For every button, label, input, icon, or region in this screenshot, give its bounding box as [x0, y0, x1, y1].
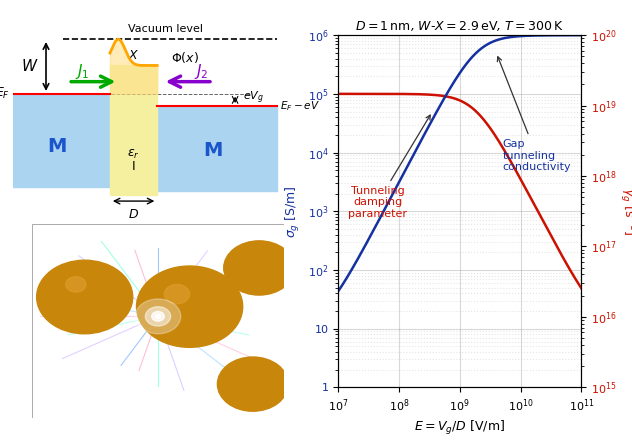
Circle shape — [66, 277, 86, 292]
Text: Gap
tunneling
conductivity: Gap tunneling conductivity — [497, 57, 571, 172]
Text: $E_F - eV$: $E_F - eV$ — [279, 99, 319, 113]
Circle shape — [164, 284, 190, 304]
Bar — [157, 106, 277, 191]
Circle shape — [145, 307, 171, 326]
Circle shape — [155, 315, 161, 318]
Text: Tunneling
damping
parameter: Tunneling damping parameter — [348, 115, 430, 219]
Text: $J_1$: $J_1$ — [75, 62, 90, 81]
Text: I: I — [132, 160, 135, 173]
Bar — [13, 94, 110, 187]
Text: $X$: $X$ — [128, 49, 139, 62]
Y-axis label: $\sigma_g$ [S/m]: $\sigma_g$ [S/m] — [284, 185, 302, 238]
Text: $E_F$: $E_F$ — [0, 86, 10, 101]
Text: $J_2$: $J_2$ — [195, 62, 209, 81]
Circle shape — [137, 266, 243, 347]
Text: $W$: $W$ — [21, 59, 38, 74]
Text: $\Phi(x)$: $\Phi(x)$ — [171, 50, 199, 65]
Circle shape — [217, 357, 288, 411]
Text: $eV_g$: $eV_g$ — [243, 90, 265, 106]
Text: Vacuum level: Vacuum level — [128, 24, 203, 34]
Text: $\varepsilon_r$: $\varepsilon_r$ — [127, 148, 140, 161]
Text: $D$: $D$ — [128, 208, 139, 221]
Circle shape — [135, 299, 181, 334]
Circle shape — [37, 260, 133, 334]
Text: M: M — [203, 141, 222, 160]
Text: M: M — [47, 137, 67, 156]
X-axis label: $E = V_g/D$ [V/m]: $E = V_g/D$ [V/m] — [414, 419, 506, 437]
Y-axis label: $\gamma_g$ [s$^{-1}$]: $\gamma_g$ [s$^{-1}$] — [617, 187, 632, 235]
Circle shape — [224, 241, 295, 295]
Circle shape — [152, 312, 164, 321]
Bar — [110, 66, 157, 195]
Title: $D = 1\,\mathrm{nm}$, $W\text{-}X = 2.9\,\mathrm{eV}$, $T = 300\,\mathrm{K}$: $D = 1\,\mathrm{nm}$, $W\text{-}X = 2.9\… — [355, 18, 564, 33]
